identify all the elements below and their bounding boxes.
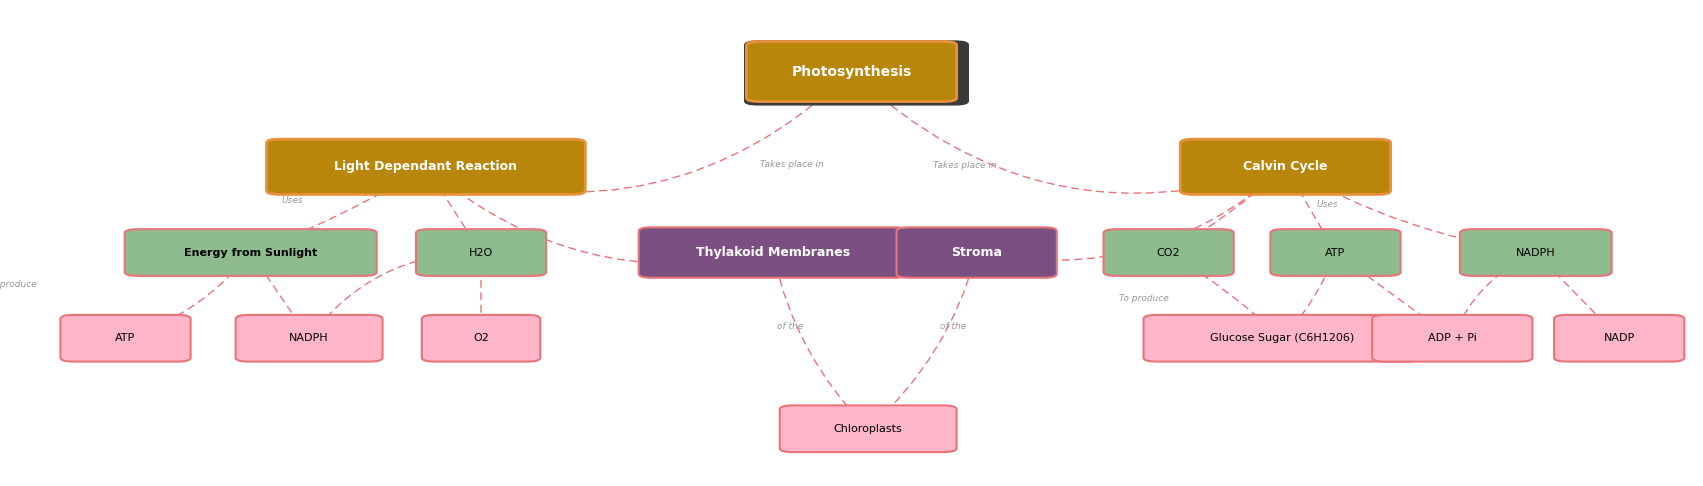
FancyArrowPatch shape <box>312 253 479 335</box>
FancyBboxPatch shape <box>896 227 1058 278</box>
Text: To produce: To produce <box>0 280 37 289</box>
FancyBboxPatch shape <box>1373 315 1533 362</box>
Text: Photosynthesis: Photosynthesis <box>792 65 911 79</box>
Text: NADPH: NADPH <box>290 333 329 343</box>
FancyBboxPatch shape <box>1144 315 1420 362</box>
FancyBboxPatch shape <box>1104 229 1233 276</box>
FancyArrowPatch shape <box>479 255 484 334</box>
FancyArrowPatch shape <box>981 169 1284 260</box>
Text: H2O: H2O <box>468 247 494 258</box>
Text: Takes place in: Takes place in <box>760 159 824 169</box>
FancyBboxPatch shape <box>744 41 969 105</box>
Text: NADPH: NADPH <box>1516 247 1555 258</box>
FancyArrowPatch shape <box>853 73 1281 193</box>
Text: To produce: To produce <box>1119 294 1168 303</box>
FancyArrowPatch shape <box>427 169 768 264</box>
FancyArrowPatch shape <box>1287 169 1333 249</box>
FancyBboxPatch shape <box>746 41 957 102</box>
FancyBboxPatch shape <box>1459 229 1611 276</box>
FancyBboxPatch shape <box>416 229 547 276</box>
FancyArrowPatch shape <box>1538 255 1616 335</box>
FancyBboxPatch shape <box>422 315 540 362</box>
Text: NADP: NADP <box>1604 333 1635 343</box>
FancyBboxPatch shape <box>780 405 957 452</box>
Text: ATP: ATP <box>116 333 136 343</box>
FancyArrowPatch shape <box>1339 254 1449 336</box>
FancyArrowPatch shape <box>1454 254 1533 334</box>
FancyArrowPatch shape <box>255 168 424 252</box>
FancyArrowPatch shape <box>427 169 479 249</box>
FancyBboxPatch shape <box>1270 229 1400 276</box>
FancyBboxPatch shape <box>124 229 376 276</box>
FancyArrowPatch shape <box>1287 168 1531 254</box>
Text: Glucose Sugar (C6H1206): Glucose Sugar (C6H1206) <box>1209 333 1354 343</box>
FancyBboxPatch shape <box>235 315 383 362</box>
Text: Uses: Uses <box>1316 200 1339 209</box>
Text: Calvin Cycle: Calvin Cycle <box>1243 160 1328 174</box>
FancyArrowPatch shape <box>252 255 307 335</box>
FancyArrowPatch shape <box>431 73 850 192</box>
FancyBboxPatch shape <box>60 315 191 362</box>
FancyArrowPatch shape <box>1172 169 1284 250</box>
Text: Stroma: Stroma <box>952 246 1001 259</box>
FancyArrowPatch shape <box>773 255 865 426</box>
FancyBboxPatch shape <box>1555 315 1684 362</box>
FancyBboxPatch shape <box>639 227 908 278</box>
FancyArrowPatch shape <box>1172 254 1279 335</box>
Text: ADP + Pi: ADP + Pi <box>1427 333 1477 343</box>
Text: of the: of the <box>777 322 804 330</box>
FancyArrowPatch shape <box>129 255 249 338</box>
Text: Chloroplasts: Chloroplasts <box>834 424 903 434</box>
Text: O2: O2 <box>473 333 489 343</box>
FancyBboxPatch shape <box>1180 139 1391 194</box>
Text: Thylakoid Membranes: Thylakoid Membranes <box>697 246 850 259</box>
FancyArrowPatch shape <box>1286 255 1335 335</box>
Text: of the: of the <box>940 322 966 331</box>
Text: ATP: ATP <box>1325 247 1345 258</box>
Text: Takes place in: Takes place in <box>933 161 996 171</box>
Text: Light Dependant Reaction: Light Dependant Reaction <box>334 160 518 174</box>
Text: Uses: Uses <box>283 195 303 205</box>
FancyArrowPatch shape <box>872 255 976 426</box>
Text: CO2: CO2 <box>1156 247 1180 258</box>
FancyBboxPatch shape <box>267 139 586 194</box>
Text: Energy from Sunlight: Energy from Sunlight <box>184 247 317 258</box>
